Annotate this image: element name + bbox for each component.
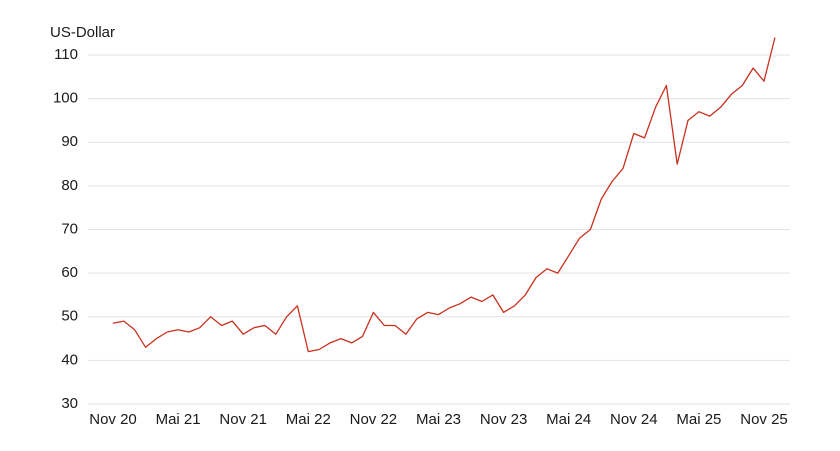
- x-tick-label: Nov 25: [740, 411, 788, 428]
- x-tick-label: Mai 21: [156, 411, 201, 428]
- y-tick-label: 80: [61, 177, 78, 194]
- x-tick-label: Nov 22: [350, 411, 398, 428]
- x-tick-label: Mai 23: [416, 411, 461, 428]
- y-tick-label: 60: [61, 264, 78, 281]
- y-tick-label: 100: [53, 90, 78, 107]
- x-tick-label: Mai 22: [286, 411, 331, 428]
- y-tick-label: 70: [61, 220, 78, 237]
- y-tick-label: 40: [61, 351, 78, 368]
- y-tick-label: 110: [54, 46, 78, 63]
- x-tick-label: Mai 24: [546, 411, 591, 428]
- x-tick-label: Nov 24: [610, 411, 658, 428]
- price-line: [112, 37, 776, 353]
- y-tick-label: 50: [61, 308, 78, 325]
- y-tick-label: 30: [61, 395, 78, 412]
- y-tick-label: 90: [61, 133, 78, 150]
- x-tick-label: Nov 23: [480, 411, 528, 428]
- x-tick-label: Nov 21: [219, 411, 267, 428]
- x-tick-label: Mai 25: [676, 411, 721, 428]
- x-tick-label: Nov 20: [89, 411, 137, 428]
- y-axis-label: US-Dollar: [50, 24, 115, 41]
